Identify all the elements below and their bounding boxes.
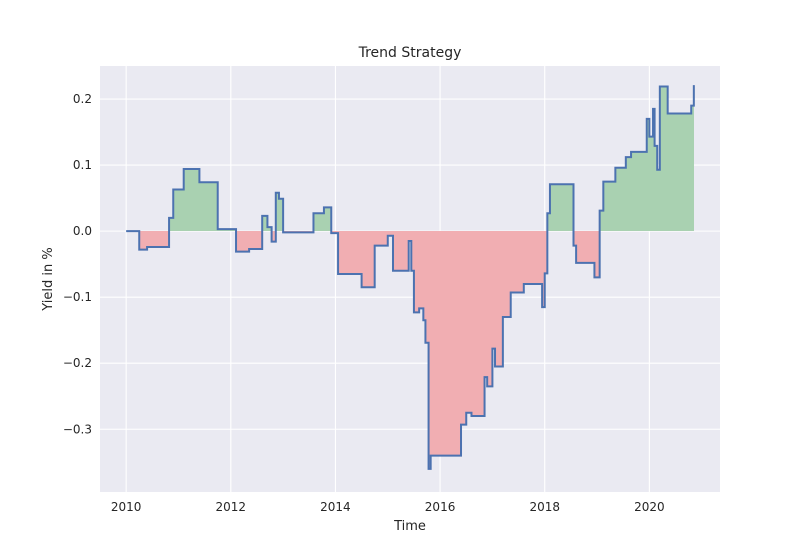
fill-negative-segment xyxy=(471,231,485,417)
fill-negative-segment xyxy=(466,231,472,413)
fill-negative-segment xyxy=(510,231,524,293)
fill-positive-segment xyxy=(547,213,550,232)
y-axis-title: Yield in % xyxy=(41,247,56,311)
fill-positive-segment xyxy=(603,181,616,232)
fill-negative-segment xyxy=(576,231,595,263)
fill-positive-segment xyxy=(267,227,272,232)
fill-positive-segment xyxy=(599,210,604,232)
fill-negative-segment xyxy=(487,231,493,387)
fill-negative-segment xyxy=(484,231,488,378)
fill-negative-segment xyxy=(139,231,148,250)
fill-negative-segment xyxy=(502,231,511,317)
fill-positive-segment xyxy=(688,113,692,232)
x-tick-label: 2016 xyxy=(425,500,456,514)
y-tick-label: −0.3 xyxy=(63,422,92,436)
x-tick-label: 2018 xyxy=(529,500,560,514)
fill-negative-segment xyxy=(338,231,362,275)
fill-area xyxy=(139,86,694,469)
x-tick-label: 2012 xyxy=(216,500,247,514)
fill-positive-segment xyxy=(313,213,324,232)
fill-negative-segment xyxy=(374,231,388,246)
fill-positive-segment xyxy=(649,136,654,232)
fill-negative-segment xyxy=(236,231,250,252)
fill-negative-segment xyxy=(249,231,263,249)
y-tick-label: −0.2 xyxy=(63,356,92,370)
fill-positive-segment xyxy=(657,169,660,232)
fill-negative-segment xyxy=(425,231,429,343)
fill-negative-segment xyxy=(361,231,375,288)
fill-negative-segment xyxy=(542,231,545,308)
fill-negative-segment xyxy=(523,231,543,284)
fill-positive-segment xyxy=(323,207,332,232)
line-layer xyxy=(126,85,695,470)
fill-negative-segment xyxy=(271,231,276,242)
y-tick-label: 0.0 xyxy=(73,224,92,238)
fill-positive-segment xyxy=(659,86,668,232)
y-axis-ticks: 0.2 0.1 0.0 −0.1 −0.2 −0.3 xyxy=(63,92,92,436)
fill-negative-segment xyxy=(492,231,496,349)
fill-negative-segment xyxy=(387,231,393,236)
x-axis-title: Time xyxy=(393,519,426,534)
fill-negative-segment xyxy=(411,231,414,271)
fill-positive-segment xyxy=(654,145,658,232)
fill-positive-segment xyxy=(691,105,694,232)
fill-positive-segment xyxy=(278,198,284,232)
fill-positive-segment xyxy=(183,169,200,232)
y-tick-label: 0.2 xyxy=(73,92,92,106)
fill-negative-segment xyxy=(461,231,467,425)
fill-negative-segment xyxy=(573,231,577,246)
fill-positive-segment xyxy=(667,113,689,232)
plot-area xyxy=(100,66,720,492)
fill-negative-segment xyxy=(495,231,503,367)
chart-title: Trend Strategy xyxy=(358,45,462,61)
fill-positive-segment xyxy=(275,192,279,232)
fill-positive-segment xyxy=(262,215,268,232)
fill-negative-segment xyxy=(423,231,426,321)
fill-negative-segment xyxy=(544,231,548,274)
fill-positive-segment xyxy=(646,118,650,232)
series-line xyxy=(126,85,695,470)
x-tick-label: 2014 xyxy=(320,500,351,514)
fill-positive-segment xyxy=(631,151,647,232)
y-tick-label: −0.1 xyxy=(63,290,92,304)
fill-negative-segment xyxy=(428,231,431,469)
x-axis-ticks: 2010 2012 2014 2016 2018 2020 xyxy=(111,500,665,514)
fill-negative-segment xyxy=(594,231,600,278)
fill-negative-segment xyxy=(413,231,420,313)
fill-positive-segment xyxy=(549,184,574,232)
fill-positive-segment xyxy=(615,167,626,232)
fill-negative-segment xyxy=(147,231,170,247)
x-tick-label: 2020 xyxy=(634,500,665,514)
fill-positive-segment xyxy=(199,182,218,232)
fill-negative-segment xyxy=(430,231,462,456)
fill-negative-segment xyxy=(419,231,424,309)
fill-negative-segment xyxy=(408,231,412,242)
fill-positive-segment xyxy=(169,217,174,232)
fill-positive-segment xyxy=(653,108,655,232)
x-tick-label: 2010 xyxy=(111,500,142,514)
y-tick-label: 0.1 xyxy=(73,158,92,172)
fill-positive-segment xyxy=(625,157,632,232)
fill-positive-segment xyxy=(173,189,184,232)
fill-negative-segment xyxy=(392,231,409,271)
